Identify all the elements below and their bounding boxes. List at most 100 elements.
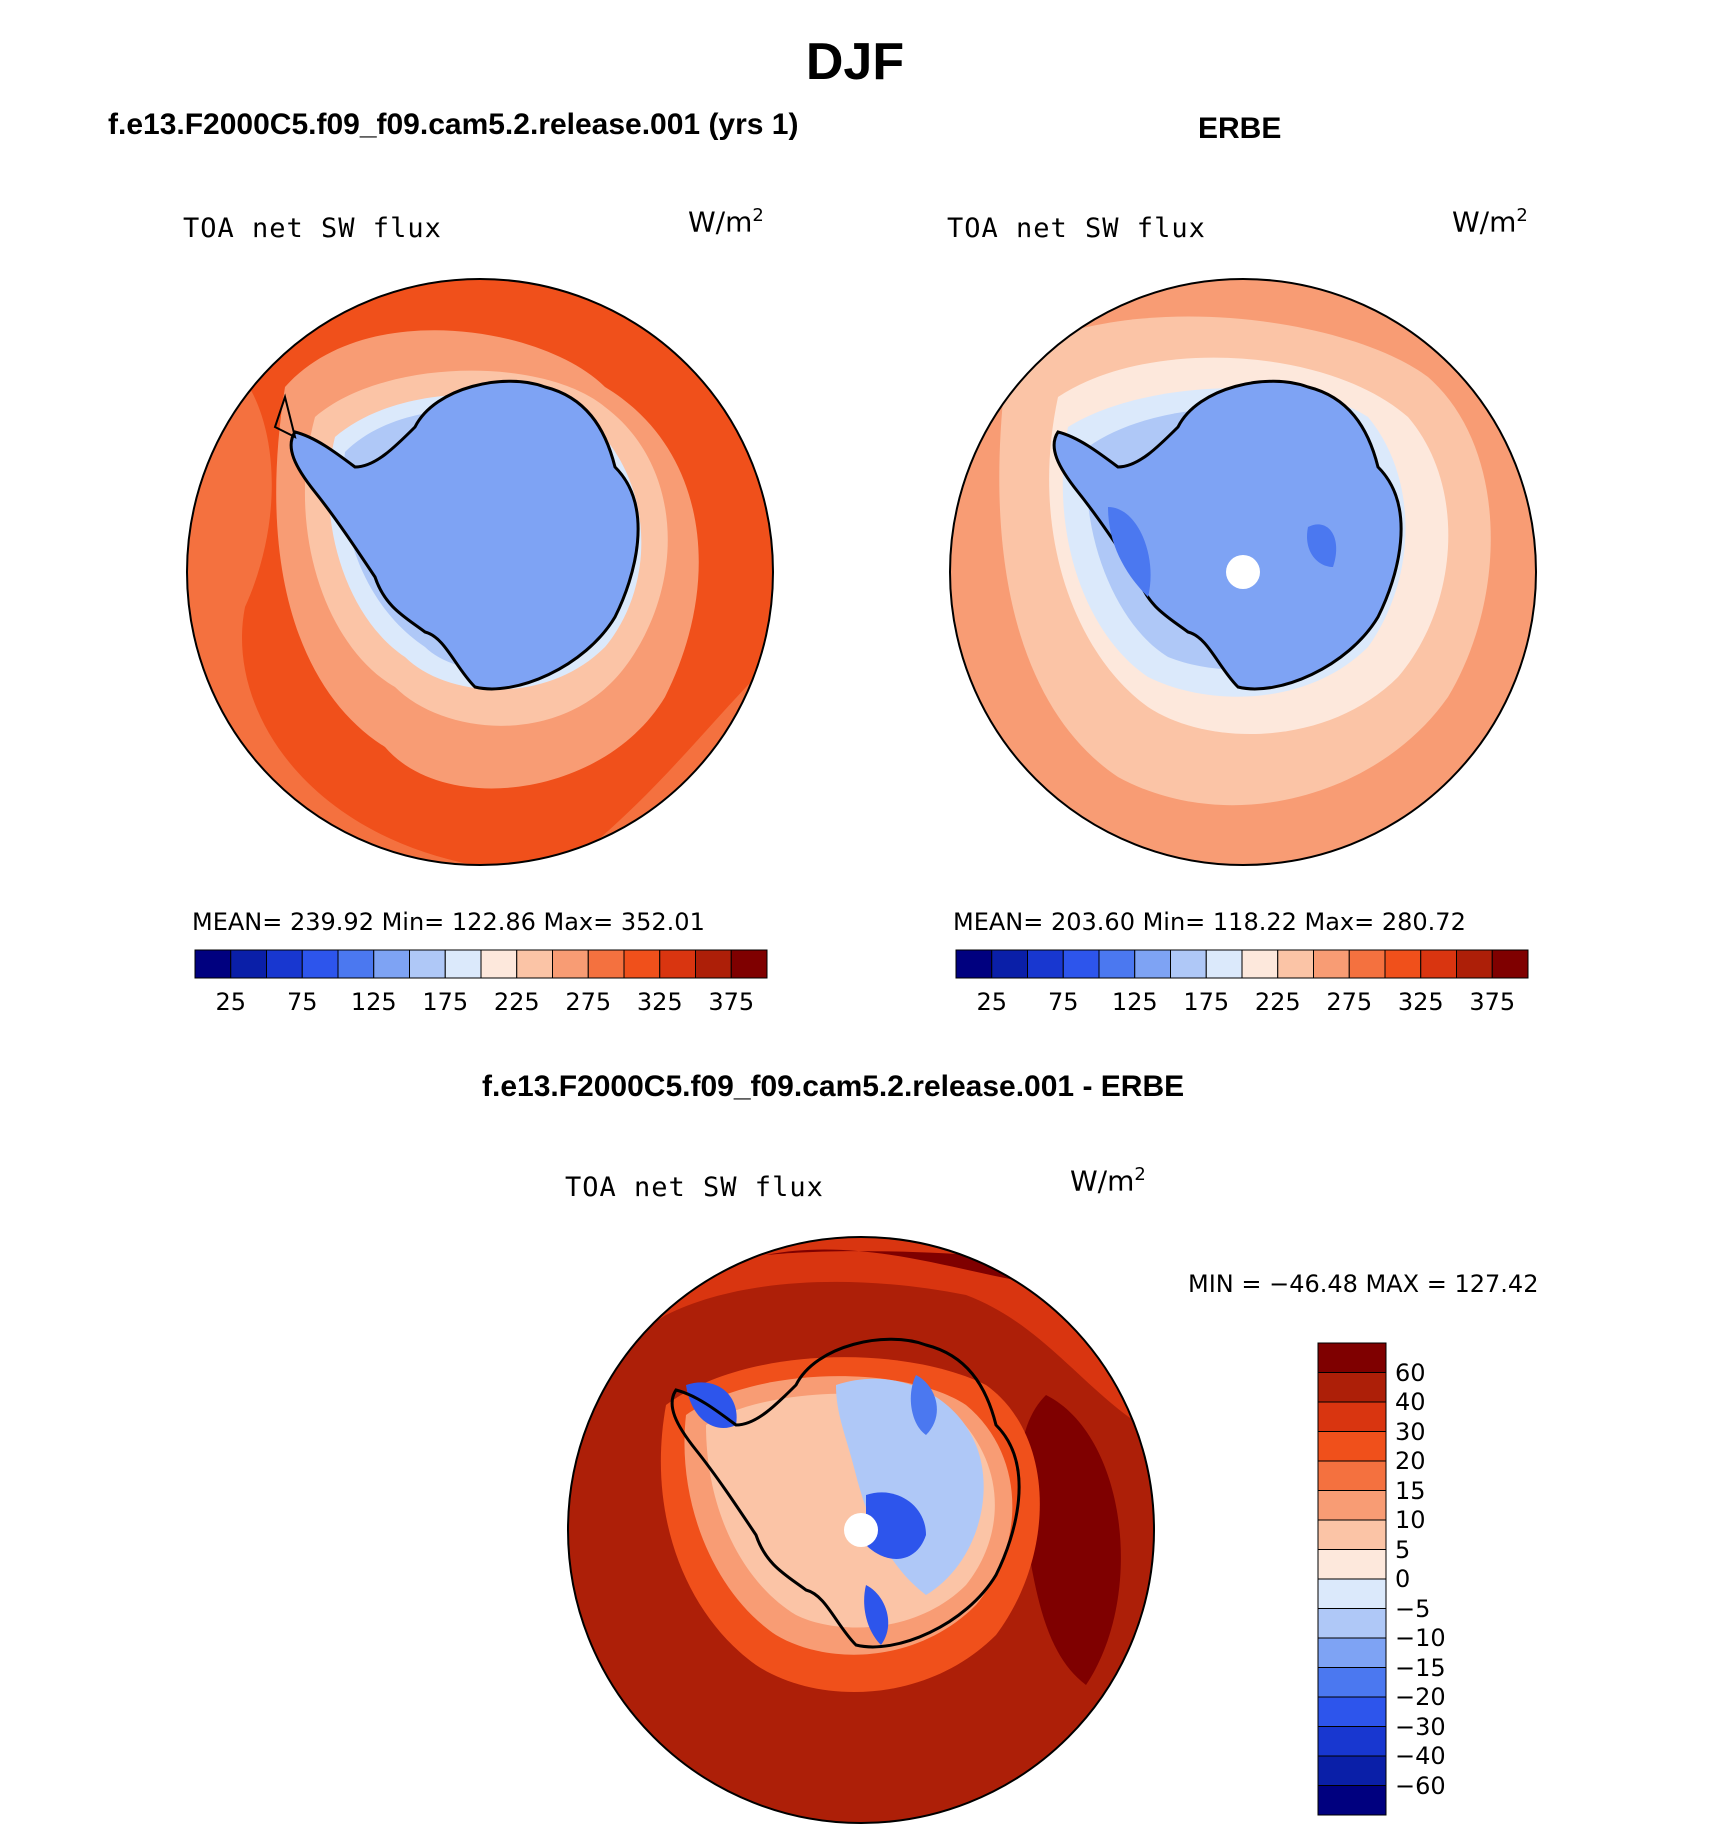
- colorbar-tick-label: 40: [1395, 1388, 1426, 1416]
- colorbar-tick-label: 75: [286, 988, 318, 1016]
- colorbar-swatch: [266, 949, 303, 979]
- colorbar-tick-label: 325: [1397, 988, 1444, 1016]
- colorbar-swatch: [1317, 1549, 1387, 1580]
- colorbar-swatch: [444, 949, 482, 979]
- model-variable-label: TOA net SW flux: [183, 213, 442, 244]
- colorbar-swatch: [1456, 949, 1493, 979]
- colorbar-tick-label: −40: [1395, 1742, 1446, 1770]
- colorbar-swatch: [516, 949, 553, 979]
- colorbar-tick-label: 5: [1395, 1535, 1411, 1564]
- antarctica-coastline: [670, 1337, 1021, 1649]
- model-polar-map: [186, 278, 774, 866]
- colorbar-swatch: [1317, 1696, 1387, 1727]
- colorbar-swatch: [1384, 949, 1422, 979]
- diff-unit-label: W/m2: [1070, 1164, 1146, 1198]
- antarctica-coastline: [289, 379, 640, 691]
- colorbar-swatch: [991, 949, 1028, 979]
- colorbar-tick-label: 125: [1111, 988, 1158, 1016]
- colorbar-tick-label: 10: [1395, 1506, 1426, 1534]
- colorbar-swatch: [1317, 1490, 1387, 1521]
- colorbar-tick-label: 25: [215, 988, 247, 1016]
- colorbar-swatch: [1317, 1519, 1387, 1550]
- diff-colorbar: [1317, 1342, 1387, 1816]
- colorbar-tick-label: 15: [1395, 1476, 1426, 1505]
- colorbar-tick-label: 25: [976, 988, 1008, 1016]
- colorbar-swatch: [409, 949, 446, 979]
- colorbar-swatch: [1277, 949, 1314, 979]
- colorbar-swatch: [659, 949, 696, 979]
- colorbar-swatch: [194, 949, 232, 979]
- diff-polar-map: [567, 1236, 1155, 1824]
- colorbar-swatch: [1098, 949, 1136, 979]
- obs-stats: MEAN= 203.60 Min= 118.22 Max= 280.72: [953, 908, 1466, 936]
- colorbar-tick-label: 125: [350, 988, 397, 1016]
- colorbar-swatch: [730, 949, 768, 979]
- colorbar-tick-label: 275: [1326, 988, 1373, 1016]
- colorbar-tick-label: 275: [565, 988, 612, 1016]
- diff-stats: MIN = −46.48 MAX = 127.42: [1188, 1270, 1539, 1298]
- figure-title: DJF: [805, 33, 905, 91]
- colorbar-swatch: [1062, 949, 1100, 979]
- colorbar-swatch: [301, 949, 339, 979]
- colorbar-swatch: [1317, 1785, 1387, 1816]
- colorbar-swatch: [480, 949, 518, 979]
- colorbar-swatch: [1241, 949, 1279, 979]
- colorbar-swatch: [1317, 1401, 1387, 1432]
- model-stats: MEAN= 239.92 Min= 122.86 Max= 352.01: [192, 908, 705, 936]
- colorbar-tick-label: 175: [422, 988, 469, 1016]
- colorbar-swatch: [1134, 949, 1171, 979]
- colorbar-swatch: [1317, 1460, 1387, 1491]
- colorbar-tick-label: −60: [1395, 1771, 1446, 1800]
- colorbar-swatch: [1170, 949, 1207, 979]
- obs-map-border: [949, 278, 1537, 866]
- colorbar-swatch: [1317, 1667, 1387, 1698]
- colorbar-tick-label: 375: [708, 988, 755, 1016]
- colorbar-swatch: [230, 949, 267, 979]
- colorbar-tick-label: 225: [493, 988, 540, 1016]
- colorbar-swatch: [1317, 1431, 1387, 1462]
- colorbar-tick-label: 325: [636, 988, 683, 1016]
- colorbar-tick-label: 0: [1395, 1565, 1411, 1593]
- colorbar-tick-label: 225: [1254, 988, 1301, 1016]
- colorbar-swatch: [373, 949, 410, 979]
- colorbar-swatch: [1317, 1578, 1387, 1609]
- colorbar-swatch: [1491, 949, 1529, 979]
- colorbar-tick-label: 75: [1047, 988, 1079, 1016]
- colorbar-swatch: [1348, 949, 1386, 979]
- colorbar-swatch: [552, 949, 589, 979]
- diff-panel-title: f.e13.F2000C5.f09_f09.cam5.2.release.001…: [482, 1070, 1185, 1103]
- colorbar-swatch: [695, 949, 732, 979]
- antarctica-coastline: [1052, 379, 1403, 691]
- colorbar-swatch: [1027, 949, 1064, 979]
- colorbar-swatch: [1317, 1342, 1387, 1373]
- model-panel-title: f.e13.F2000C5.f09_f09.cam5.2.release.001…: [108, 108, 799, 141]
- colorbar-swatch: [1317, 1372, 1387, 1403]
- colorbar-tick-label: −30: [1395, 1712, 1446, 1741]
- colorbar-swatch: [1317, 1637, 1387, 1668]
- colorbar-swatch: [1205, 949, 1243, 979]
- model-western-ocean: [187, 337, 485, 865]
- model-colorbar: [194, 949, 768, 979]
- colorbar-tick-label: −5: [1395, 1594, 1431, 1623]
- obs-panel-title: ERBE: [1198, 112, 1282, 145]
- obs-colorbar: [955, 949, 1529, 979]
- colorbar-tick-label: 375: [1469, 988, 1516, 1016]
- diff-polar-gap: [844, 1513, 878, 1547]
- model-unit-label: W/m2: [688, 205, 764, 239]
- obs-polar-gap: [1226, 555, 1260, 589]
- model-map-border: [186, 278, 774, 866]
- colorbar-tick-label: −15: [1395, 1653, 1446, 1682]
- obs-variable-label: TOA net SW flux: [947, 213, 1206, 244]
- colorbar-tick-label: −10: [1395, 1624, 1446, 1652]
- colorbar-swatch: [1313, 949, 1350, 979]
- colorbar-swatch: [623, 949, 661, 979]
- colorbar-swatch: [587, 949, 625, 979]
- obs-unit-label: W/m2: [1452, 205, 1528, 239]
- colorbar-swatch: [1420, 949, 1457, 979]
- diff-variable-label: TOA net SW flux: [565, 1172, 824, 1203]
- colorbar-tick-label: 20: [1395, 1447, 1426, 1475]
- colorbar-tick-label: −20: [1395, 1683, 1446, 1711]
- colorbar-swatch: [955, 949, 993, 979]
- colorbar-tick-label: 60: [1395, 1358, 1426, 1387]
- colorbar-swatch: [1317, 1726, 1387, 1757]
